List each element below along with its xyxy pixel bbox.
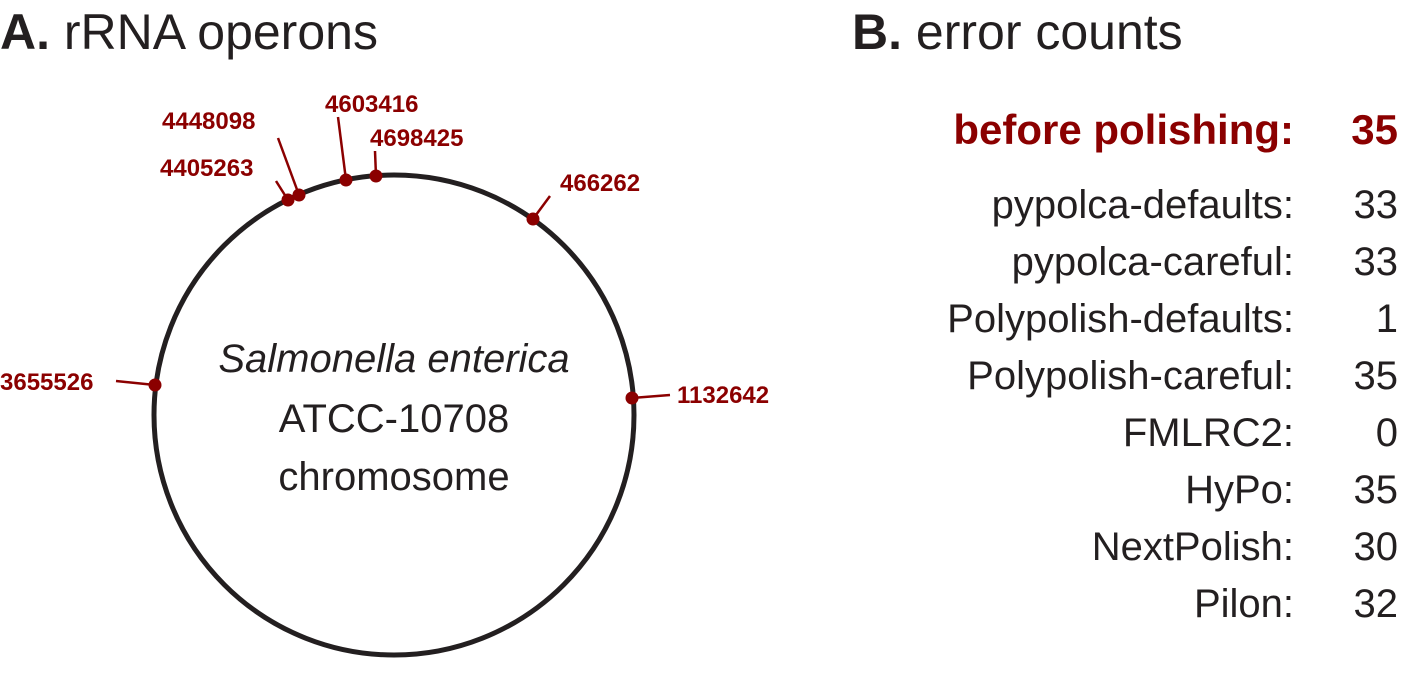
operon-marker: 4698425 — [369, 125, 463, 183]
panel-b-title-text: error counts — [915, 4, 1183, 60]
operon-marker: 466262 — [526, 170, 640, 226]
operon-marker: 3655526 — [0, 369, 162, 396]
operon-label-3655526: 3655526 — [0, 369, 93, 396]
count-label: before polishing: — [953, 106, 1294, 153]
count-label: Pilon: — [1193, 582, 1294, 626]
panel-b-title: B. error counts — [852, 2, 1183, 62]
panel-a-title-text: rRNA operons — [63, 4, 378, 60]
count-label: pypolca-defaults: — [991, 183, 1294, 227]
count-value: 33 — [1353, 240, 1399, 284]
operon-label-4405263: 4405263 — [160, 155, 253, 182]
panel-a-letter: A. — [0, 4, 50, 60]
count-row-pilon: Pilon: 32 — [840, 581, 1402, 627]
operon-marker: 4603416 — [325, 91, 418, 187]
count-label: pypolca-careful: — [1011, 240, 1294, 284]
count-value: 1 — [1375, 297, 1398, 341]
operon-marker: 1132642 — [625, 382, 769, 409]
operon-label-1132642: 1132642 — [677, 382, 769, 409]
chromosome-circle — [151, 172, 637, 658]
count-row-nextpolish: NextPolish: 30 — [840, 524, 1402, 570]
count-value: 32 — [1353, 582, 1399, 626]
count-label: HyPo: — [1185, 468, 1294, 512]
count-row-fmlrc2: FMLRC2: 0 — [840, 410, 1402, 456]
count-value: 30 — [1353, 525, 1399, 569]
count-value: 35 — [1353, 468, 1399, 512]
operon-label-466262: 466262 — [560, 170, 640, 197]
count-label: Polypolish-careful: — [967, 354, 1294, 398]
count-value: 35 — [1353, 354, 1399, 398]
count-value: 33 — [1353, 183, 1399, 227]
count-row-polypolish-careful: Polypolish-careful: 35 — [840, 353, 1402, 399]
operon-markers: 4448098 4603416 4698425 4405263 466262 3… — [0, 91, 769, 409]
count-row-pypolca-defaults: pypolca-defaults: 33 — [840, 182, 1402, 228]
count-row-pypolca-careful: pypolca-careful: 33 — [840, 239, 1402, 285]
count-label: FMLRC2: — [1122, 411, 1294, 455]
operon-marker: 4448098 — [162, 108, 306, 202]
count-value: 35 — [1351, 106, 1398, 153]
count-label: NextPolish: — [1091, 525, 1294, 569]
count-value: 0 — [1375, 411, 1398, 455]
operon-label-4448098: 4448098 — [162, 108, 255, 135]
operon-marker: 4405263 — [160, 155, 295, 207]
count-label: Polypolish-defaults: — [947, 297, 1294, 341]
count-row-polypolish-defaults: Polypolish-defaults: 1 — [840, 296, 1402, 342]
count-row-before-polishing: before polishing: 35 — [840, 107, 1402, 153]
operon-label-4603416: 4603416 — [325, 91, 418, 118]
strain-name: ATCC-10708 — [279, 397, 509, 441]
panel-a-title: A. rRNA operons — [0, 2, 378, 62]
replicon-name: chromosome — [278, 455, 509, 499]
count-row-hypo: HyPo: 35 — [840, 467, 1402, 513]
operon-label-4698425: 4698425 — [370, 125, 463, 152]
panel-b-letter: B. — [852, 4, 902, 60]
chromosome-diagram: 4448098 4603416 4698425 4405263 466262 3… — [0, 91, 769, 658]
organism-name: Salmonella enterica — [218, 337, 569, 381]
error-count-table: before polishing: 35 pypolca-defaults: 3… — [840, 0, 1402, 682]
